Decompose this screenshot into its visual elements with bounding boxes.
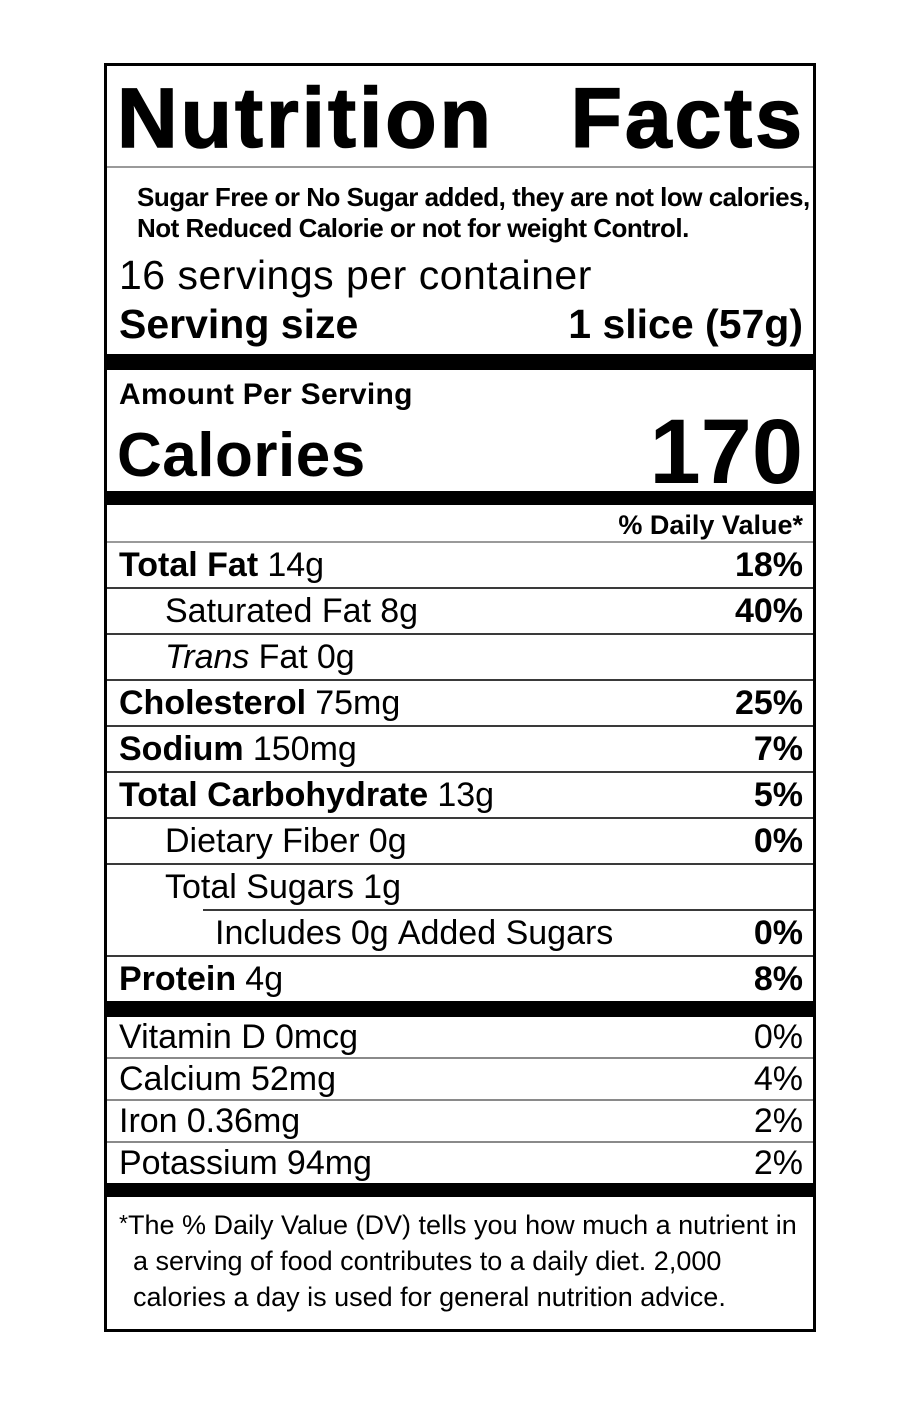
- title-word-nutrition: Nutrition: [116, 71, 494, 165]
- nutrient-text: Includes 0g Added Sugars: [215, 911, 613, 955]
- vitamin-name: Potassium: [119, 1144, 278, 1182]
- nutrient-row-protein: Protein 4g 8%: [107, 955, 813, 1001]
- vitamin-amount: 52mg: [250, 1060, 337, 1098]
- footnote: *The % Daily Value (DV) tells you how mu…: [119, 1205, 799, 1315]
- nutrient-name: Includes: [215, 914, 342, 952]
- vitamin-row-potassium: Potassium 94mg 2%: [107, 1141, 813, 1183]
- vitamin-dv: 4%: [753, 1060, 803, 1098]
- nutrient-row-sodium: Sodium 150mg 7%: [107, 725, 813, 771]
- nutrient-dv: 25%: [734, 684, 803, 722]
- nutrient-text: Trans Fat 0g: [165, 635, 355, 679]
- nutrient-text: Cholesterol 75mg: [119, 681, 400, 725]
- nutrient-text: Total Fat 14g: [119, 543, 324, 587]
- nutrient-row-trans-fat: Trans Fat 0g: [107, 633, 813, 679]
- vitamin-text: Iron 0.36mg: [119, 1101, 300, 1141]
- vitamin-text: Calcium 52mg: [119, 1059, 336, 1099]
- footnote-text: The % Daily Value (DV) tells you how muc…: [127, 1210, 797, 1312]
- nutrient-amount: 0g: [368, 822, 407, 860]
- nutrient-dv: 18%: [734, 546, 803, 584]
- vitamin-name: Vitamin D: [119, 1018, 266, 1056]
- nutrient-name: Protein: [119, 960, 237, 998]
- nutrient-dv: 0%: [753, 914, 803, 952]
- thick-divider-3: [107, 1001, 813, 1017]
- nutrient-name: Trans: [165, 638, 250, 676]
- nutrient-amount: 75mg: [315, 684, 401, 722]
- vitamin-text: Potassium 94mg: [119, 1143, 372, 1183]
- nutrient-row-cholesterol: Cholesterol 75mg 25%: [107, 679, 813, 725]
- nutrient-dv: 7%: [753, 730, 803, 768]
- nutrient-name: Sodium: [119, 730, 244, 768]
- vitamin-row-calcium: Calcium 52mg 4%: [107, 1057, 813, 1099]
- nutrient-amount: 13g: [437, 776, 495, 814]
- nutrient-text: Total Carbohydrate 13g: [119, 773, 494, 817]
- title-divider: [107, 166, 813, 168]
- title-word-facts: Facts: [570, 71, 805, 165]
- footnote-asterisk: *: [119, 1210, 128, 1236]
- nutrient-name: Cholesterol: [119, 684, 307, 722]
- nutrient-dv: 0%: [753, 822, 803, 860]
- nutrient-name-rest: Added Sugars: [397, 914, 614, 952]
- nutrition-facts-label: Nutrition Facts Sugar Free or No Sugar a…: [104, 63, 816, 1332]
- vitamin-row-vitamin-d: Vitamin D 0mcg 0%: [107, 1017, 813, 1057]
- disclaimer-text: Sugar Free or No Sugar added, they are n…: [137, 182, 810, 244]
- nutrient-row-total-carbohydrate: Total Carbohydrate 13g 5%: [107, 771, 813, 817]
- calories-label: Calories: [117, 421, 366, 490]
- nutrient-amount: 0g: [350, 914, 389, 952]
- nutrient-row-total-sugars: Total Sugars 1g: [107, 863, 813, 909]
- daily-value-header: % Daily Value*: [618, 510, 803, 540]
- nutrient-text: Sodium 150mg: [119, 727, 357, 771]
- calories-row: Calories 170: [107, 401, 813, 503]
- nutrient-dv: 5%: [753, 776, 803, 814]
- vitamin-rows: Vitamin D 0mcg 0% Calcium 52mg 4% Iron 0.36…: [107, 1017, 813, 1183]
- nutrient-dv: 40%: [734, 592, 803, 630]
- nutrient-text: Dietary Fiber 0g: [165, 819, 407, 863]
- nutrient-amount: 150mg: [252, 730, 357, 768]
- disclaimer-line-1: Sugar Free or No Sugar added, they are n…: [137, 182, 810, 212]
- vitamin-name: Calcium: [119, 1060, 242, 1098]
- nutrient-dv: 8%: [753, 960, 803, 998]
- vitamin-row-iron: Iron 0.36mg 2%: [107, 1099, 813, 1141]
- thick-divider-4: [107, 1183, 813, 1197]
- nutrient-row-added-sugars: Includes 0g Added Sugars 0%: [107, 911, 813, 955]
- thick-divider-2: [107, 491, 813, 505]
- serving-size-value: 1 slice (57g): [568, 301, 803, 347]
- nutrient-text: Saturated Fat 8g: [165, 589, 418, 633]
- calories-value: 170: [649, 401, 804, 503]
- nutrient-name: Total Carbohydrate: [119, 776, 429, 814]
- amount-per-serving-label: Amount Per Serving: [119, 378, 413, 411]
- vitamin-amount: 0.36mg: [186, 1102, 301, 1140]
- nutrient-amount: 0g: [316, 638, 355, 676]
- disclaimer-line-2: Not Reduced Calorie or not for weight Co…: [137, 213, 689, 243]
- nutrient-rows: Total Fat 14g 18% Saturated Fat 8g 40% Tra…: [107, 541, 813, 1001]
- nutrient-name: Total Sugars: [165, 868, 354, 906]
- nutrient-name-rest: Fat: [258, 638, 308, 676]
- vitamin-name: Iron: [119, 1102, 178, 1140]
- servings-per-container: 16 servings per container: [119, 252, 592, 298]
- nutrient-amount: 14g: [267, 546, 325, 584]
- vitamin-dv: 2%: [753, 1102, 803, 1140]
- vitamin-text: Vitamin D 0mcg: [119, 1017, 358, 1057]
- vitamin-dv: 2%: [753, 1144, 803, 1182]
- nutrient-name: Total Fat: [119, 546, 259, 584]
- thick-divider-1: [107, 354, 813, 370]
- nutrient-row-saturated-fat: Saturated Fat 8g 40%: [107, 587, 813, 633]
- serving-size-label: Serving size: [119, 301, 359, 347]
- vitamin-amount: 94mg: [286, 1144, 372, 1182]
- nutrient-row-total-fat: Total Fat 14g 18%: [107, 541, 813, 587]
- serving-size-row: Serving size 1 slice (57g): [107, 298, 813, 348]
- added-sugars-partial-divider: [203, 909, 813, 911]
- nutrient-text: Total Sugars 1g: [165, 865, 401, 909]
- nutrient-name: Saturated Fat: [165, 592, 372, 630]
- vitamin-amount: 0mcg: [274, 1018, 359, 1056]
- nutrient-text: Protein 4g: [119, 957, 283, 1001]
- nutrient-row-dietary-fiber: Dietary Fiber 0g 0%: [107, 817, 813, 863]
- nutrient-amount: 8g: [380, 592, 419, 630]
- nutrient-amount: 4g: [245, 960, 284, 998]
- nutrient-amount: 1g: [363, 868, 401, 906]
- nutrient-name: Dietary Fiber: [165, 822, 360, 860]
- title: Nutrition Facts: [107, 66, 813, 165]
- vitamin-dv: 0%: [753, 1018, 803, 1056]
